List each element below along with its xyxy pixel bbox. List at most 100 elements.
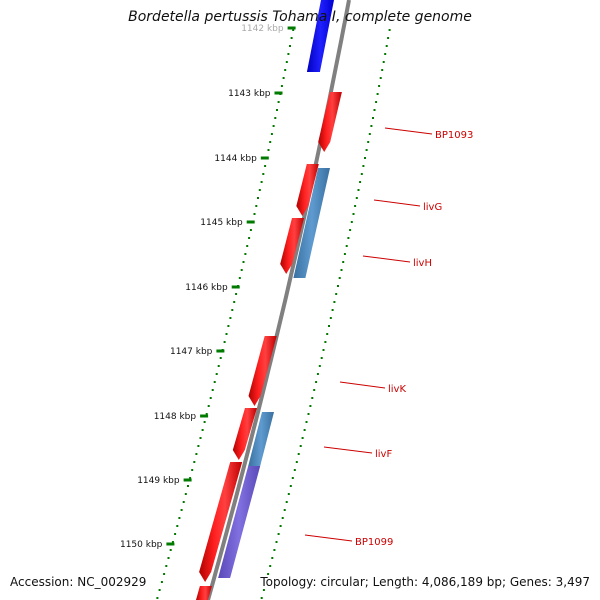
gc-dot: [282, 77, 285, 79]
gc-dot: [373, 109, 376, 111]
gc-dot: [326, 333, 329, 335]
tick-mark: [183, 478, 192, 482]
tick-label: 1149 kbp: [137, 476, 180, 486]
gc-dot: [292, 29, 295, 31]
gc-dot: [213, 381, 216, 383]
gc-dot: [340, 269, 343, 271]
gc-dot: [367, 141, 370, 143]
gc-dot: [189, 477, 192, 479]
gc-dot: [331, 309, 334, 311]
label-leader-line: [304, 534, 353, 542]
gc-dot: [269, 141, 272, 143]
gc-dot: [335, 293, 338, 295]
gc-dot: [343, 253, 346, 255]
label-leader-line: [373, 199, 421, 207]
gc-dot: [303, 429, 306, 431]
gc-dot: [271, 557, 274, 559]
tick-mark: [231, 285, 240, 289]
gc-dot: [378, 85, 381, 87]
label-leader-line: [384, 127, 433, 135]
gene-block: [199, 462, 243, 582]
gc-dot: [158, 589, 161, 591]
gc-dot: [182, 501, 185, 503]
gene-block: [318, 92, 342, 152]
gene-label: livH: [413, 258, 432, 269]
tick-mark: [166, 542, 175, 546]
gc-dot: [242, 261, 245, 263]
gc-dot: [375, 101, 378, 103]
gc-dot: [322, 349, 325, 351]
accession-text: Accession: NC_002929: [10, 575, 147, 589]
gc-dot: [333, 301, 336, 303]
tick-mark: [216, 349, 225, 353]
gc-dot: [372, 117, 374, 119]
gc-dot: [269, 565, 272, 567]
gc-dot: [264, 165, 267, 167]
gc-dot: [360, 173, 363, 175]
gc-dot: [203, 421, 206, 423]
gc-dot: [178, 517, 181, 519]
tick-label: 1143 kbp: [228, 89, 271, 99]
gene-label: BP1093: [435, 130, 473, 141]
gc-dot: [311, 397, 314, 399]
gc-dot: [376, 93, 379, 95]
gc-dot: [382, 61, 385, 63]
gc-dot: [342, 261, 345, 263]
tick-label: 1144 kbp: [214, 154, 257, 164]
gc-dot: [337, 285, 339, 287]
gene-block: [296, 164, 319, 216]
gc-dot: [365, 149, 368, 151]
gc-dot: [297, 453, 300, 455]
gc-dot: [388, 29, 391, 31]
gene-label: livG: [423, 202, 442, 213]
gc-dot: [248, 237, 251, 239]
gc-dot: [171, 541, 174, 543]
gc-dot: [197, 445, 200, 447]
gc-dot: [359, 181, 362, 183]
label-leader-line: [362, 255, 411, 263]
gc-dot: [364, 157, 366, 159]
gc-dot: [160, 581, 163, 583]
gc-dot: [299, 445, 302, 447]
gc-dot: [267, 573, 270, 575]
gc-dot: [276, 109, 278, 111]
gc-dot: [240, 269, 243, 271]
genome-summary-text: Topology: circular; Length: 4,086,189 bp…: [260, 575, 590, 589]
tick-mark: [274, 91, 283, 95]
gc-dot: [309, 405, 312, 407]
tick-label: 1146 kbp: [185, 283, 228, 293]
gc-dot: [349, 229, 352, 231]
gc-dot: [285, 61, 288, 63]
gc-dot: [199, 437, 202, 439]
gc-dot: [227, 325, 230, 327]
gc-dot: [217, 365, 220, 367]
gc-dot: [354, 205, 357, 207]
gc-dot: [193, 461, 196, 463]
label-leader-line: [323, 446, 373, 454]
gc-dot: [223, 341, 226, 343]
gc-dot: [270, 133, 273, 135]
gc-dot: [329, 317, 332, 319]
gc-dot: [355, 197, 358, 199]
gene-block: [248, 412, 274, 466]
tick-mark: [287, 26, 296, 30]
gc-dot: [281, 517, 284, 519]
gc-dot: [277, 533, 280, 535]
gc-dot: [257, 197, 259, 199]
tick-mark: [260, 156, 269, 160]
gc-dot: [381, 69, 384, 71]
gc-dot: [379, 77, 382, 79]
gc-dot: [301, 437, 304, 439]
gc-dot: [260, 597, 263, 599]
gene-block: [280, 218, 304, 274]
gc-dot: [387, 37, 390, 39]
gc-dot: [295, 461, 298, 463]
gc-dot: [219, 357, 222, 359]
gc-dot: [235, 293, 238, 295]
gc-dot: [307, 413, 310, 415]
gc-dot: [305, 421, 308, 423]
gc-dot: [163, 573, 166, 575]
gc-dot: [280, 85, 283, 87]
